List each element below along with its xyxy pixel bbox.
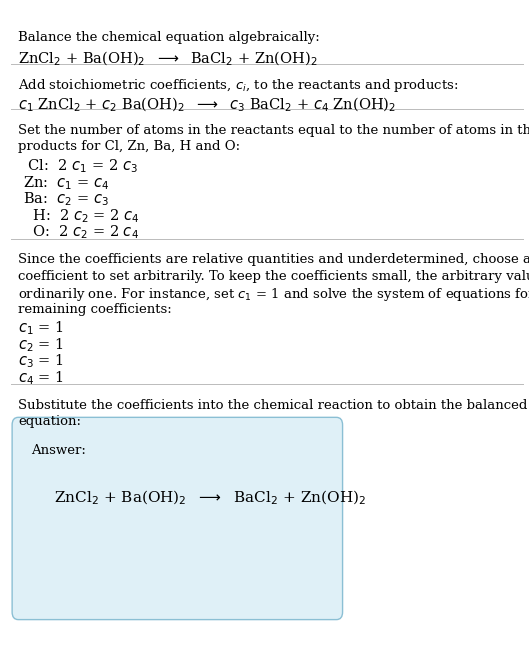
Text: H:  2 $c_2$ = 2 $c_4$: H: 2 $c_2$ = 2 $c_4$: [23, 207, 140, 225]
Text: coefficient to set arbitrarily. To keep the coefficients small, the arbitrary va: coefficient to set arbitrarily. To keep …: [19, 270, 529, 283]
Text: Zn:  $c_1$ = $c_4$: Zn: $c_1$ = $c_4$: [23, 174, 110, 192]
Text: Add stoichiometric coefficients, $c_i$, to the reactants and products:: Add stoichiometric coefficients, $c_i$, …: [19, 77, 459, 94]
Text: ordinarily one. For instance, set $c_1$ = 1 and solve the system of equations fo: ordinarily one. For instance, set $c_1$ …: [19, 286, 529, 303]
Text: Ba:  $c_2$ = $c_3$: Ba: $c_2$ = $c_3$: [23, 190, 110, 208]
Text: Set the number of atoms in the reactants equal to the number of atoms in the: Set the number of atoms in the reactants…: [19, 124, 529, 137]
Text: products for Cl, Zn, Ba, H and O:: products for Cl, Zn, Ba, H and O:: [19, 140, 240, 153]
Text: O:  2 $c_2$ = 2 $c_4$: O: 2 $c_2$ = 2 $c_4$: [23, 223, 139, 241]
Text: Balance the chemical equation algebraically:: Balance the chemical equation algebraica…: [19, 30, 320, 43]
Text: $c_1$ ZnCl$_2$ + $c_2$ Ba(OH)$_2$  $\longrightarrow$  $c_3$ BaCl$_2$ + $c_4$ Zn(: $c_1$ ZnCl$_2$ + $c_2$ Ba(OH)$_2$ $\long…: [19, 95, 396, 114]
Text: remaining coefficients:: remaining coefficients:: [19, 303, 172, 316]
Text: equation:: equation:: [19, 415, 81, 428]
Text: $c_3$ = 1: $c_3$ = 1: [19, 353, 64, 370]
Text: $c_2$ = 1: $c_2$ = 1: [19, 336, 64, 354]
Text: Substitute the coefficients into the chemical reaction to obtain the balanced: Substitute the coefficients into the che…: [19, 399, 527, 412]
FancyBboxPatch shape: [12, 417, 343, 620]
Text: $c_1$ = 1: $c_1$ = 1: [19, 320, 64, 337]
Text: Since the coefficients are relative quantities and underdetermined, choose a: Since the coefficients are relative quan…: [19, 253, 529, 266]
Text: ZnCl$_2$ + Ba(OH)$_2$  $\longrightarrow$  BaCl$_2$ + Zn(OH)$_2$: ZnCl$_2$ + Ba(OH)$_2$ $\longrightarrow$ …: [19, 50, 318, 68]
Text: Cl:  2 $c_1$ = 2 $c_3$: Cl: 2 $c_1$ = 2 $c_3$: [23, 157, 138, 175]
Text: Answer:: Answer:: [31, 444, 86, 457]
Text: $c_4$ = 1: $c_4$ = 1: [19, 369, 64, 387]
Text: ZnCl$_2$ + Ba(OH)$_2$  $\longrightarrow$  BaCl$_2$ + Zn(OH)$_2$: ZnCl$_2$ + Ba(OH)$_2$ $\longrightarrow$ …: [54, 488, 366, 507]
